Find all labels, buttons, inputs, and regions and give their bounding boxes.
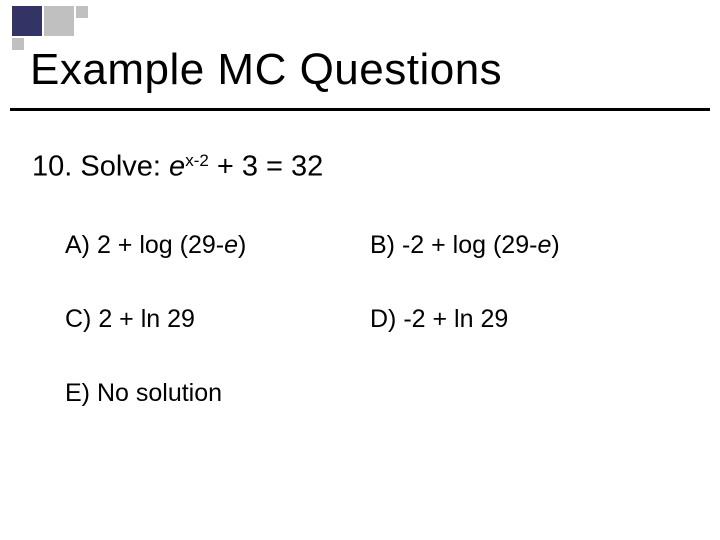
- answer-options: A) 2 + log (29-e) B) -2 + log (29-e) C) …: [65, 230, 675, 452]
- answer-row: C) 2 + ln 29 D) -2 + ln 29: [65, 304, 675, 334]
- option-text: ): [551, 231, 559, 259]
- option-b: B) -2 + log (29-e): [370, 230, 675, 260]
- option-italic: e: [537, 231, 551, 259]
- option-e: E) No solution: [65, 378, 370, 408]
- option-text: -2 + ln 29: [403, 305, 508, 333]
- option-text: ): [238, 231, 246, 259]
- option-label: C): [65, 305, 98, 333]
- option-label: D): [370, 305, 403, 333]
- option-label: E): [65, 379, 97, 407]
- option-text: -2 + log (29-: [402, 231, 538, 259]
- option-text: 2 + log (29-: [97, 231, 224, 259]
- corner-square-icon: [44, 6, 74, 36]
- question-prefix: Solve:: [80, 151, 169, 183]
- option-text: 2 + ln 29: [98, 305, 195, 333]
- corner-square-icon: [12, 38, 24, 50]
- question-stem: 10. Solve: ex-2 + 3 = 32: [32, 150, 323, 184]
- option-label: B): [370, 231, 402, 259]
- page-title: Example MC Questions: [30, 45, 502, 95]
- question-base: e: [169, 151, 185, 183]
- option-label: A): [65, 231, 97, 259]
- answer-row: A) 2 + log (29-e) B) -2 + log (29-e): [65, 230, 675, 260]
- corner-square-icon: [12, 6, 42, 36]
- title-underline: [10, 108, 710, 111]
- option-c: C) 2 + ln 29: [65, 304, 370, 334]
- option-d: D) -2 + ln 29: [370, 304, 675, 334]
- option-a: A) 2 + log (29-e): [65, 230, 370, 260]
- answer-row: E) No solution: [65, 378, 675, 408]
- corner-square-icon: [76, 6, 88, 18]
- option-text: No solution: [97, 379, 222, 407]
- question-number: 10.: [32, 151, 80, 183]
- slide: Example MC Questions 10. Solve: ex-2 + 3…: [0, 0, 720, 540]
- option-italic: e: [224, 231, 238, 259]
- question-suffix: + 3 = 32: [209, 151, 324, 183]
- question-exponent: x-2: [185, 151, 209, 170]
